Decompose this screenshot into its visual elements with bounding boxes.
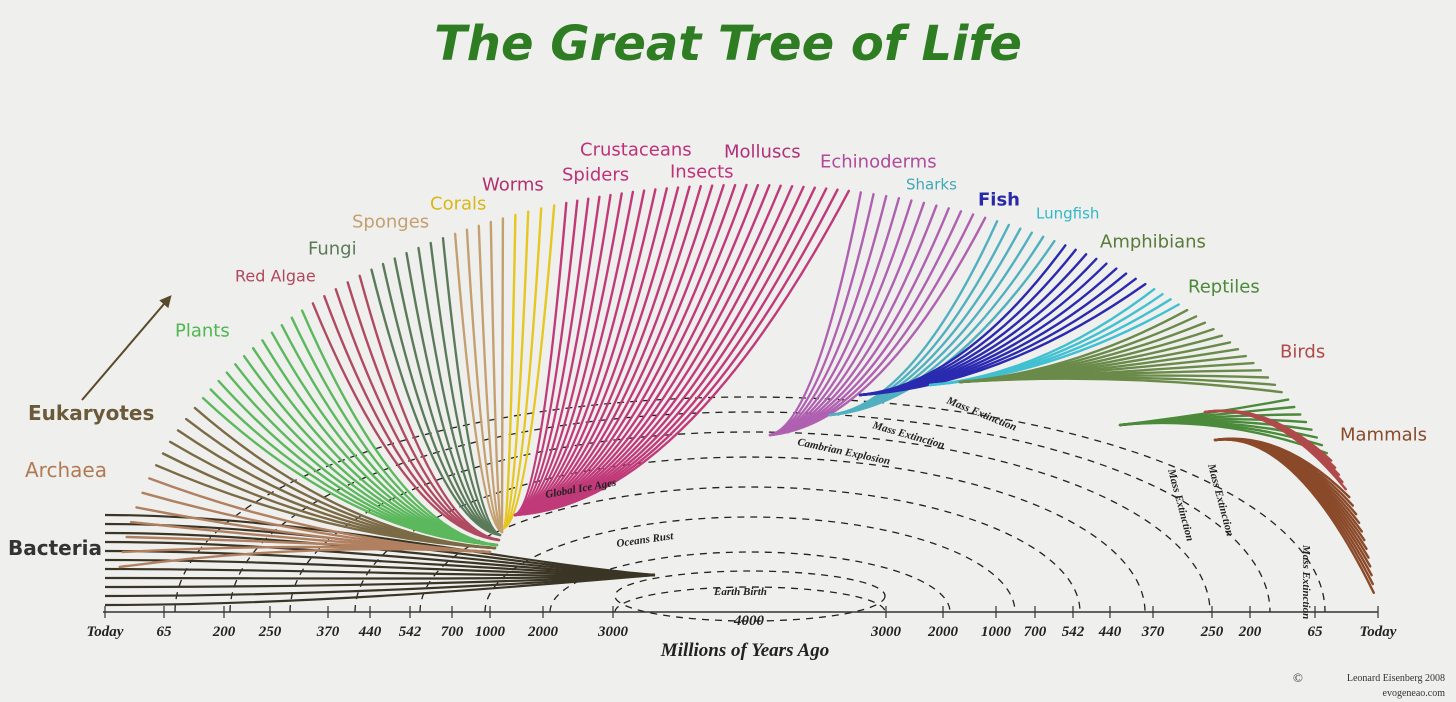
copyright: © [1293, 670, 1303, 685]
axis-title: Millions of Years Ago [660, 640, 829, 661]
tick-label: 2000 [527, 624, 559, 640]
clade-branch [500, 217, 505, 534]
tick-label: 250 [258, 624, 282, 640]
tick-label: 2000 [927, 624, 959, 640]
clade-branch [477, 224, 504, 534]
clade-branch [417, 246, 502, 537]
clade-branch [513, 201, 568, 517]
group-label: Birds [1280, 341, 1325, 362]
bacteria-branch [104, 531, 656, 577]
group-label: Spiders [562, 164, 629, 185]
tick-label: 370 [316, 624, 340, 640]
tick-label: 370 [1141, 624, 1165, 640]
tick-label: 440 [1098, 624, 1122, 640]
clade-branch [502, 204, 556, 530]
group-label: Archaea [25, 458, 107, 482]
group-label: Mammals [1340, 424, 1427, 445]
clade-branch [502, 207, 543, 530]
bacteria-branch [104, 549, 656, 577]
clade-branch [453, 232, 504, 534]
clade-branch [513, 197, 590, 517]
clade-branch [513, 189, 850, 517]
event-label: Earth Birth [713, 586, 767, 598]
tick-label: Today [1360, 624, 1397, 640]
time-arc [419, 486, 1081, 613]
clade-branch [858, 282, 1147, 397]
site: evogeneao.com [1383, 688, 1446, 699]
group-label: Lungfish [1036, 204, 1099, 222]
clade-branch [513, 195, 601, 517]
tick-label: 440 [358, 624, 382, 640]
bacteria-branch [104, 567, 656, 577]
bacteria-branch [104, 573, 656, 607]
clade-branch [193, 406, 497, 550]
tree-branches [104, 183, 1375, 607]
tick-label: 200 [1238, 624, 1262, 640]
group-label: Fish [978, 189, 1020, 210]
group-label: Bacteria [8, 536, 102, 560]
group-label: Reptiles [1188, 276, 1260, 297]
clade-branch [300, 309, 499, 547]
group-label: Eukaryotes [28, 401, 154, 425]
bacteria-branch [104, 558, 656, 577]
clade-branch [429, 241, 502, 537]
tick-label: 542 [399, 624, 422, 640]
clade-branch [489, 220, 504, 534]
earth-birth-ring [614, 570, 886, 622]
clade-branch [502, 210, 530, 530]
clade-branch [1203, 409, 1347, 491]
center-tick: 4000 [733, 613, 765, 629]
tick-label: 3000 [597, 624, 629, 640]
bacteria-branch [104, 573, 656, 589]
group-label: Plants [175, 320, 230, 341]
clade-branch [405, 251, 502, 537]
group-label: Sharks [906, 175, 957, 193]
eukaryote-arrow [81, 295, 172, 401]
clade-branch [502, 213, 517, 530]
group-label: Sponges [352, 211, 429, 232]
tick-label: 700 [1024, 624, 1047, 640]
event-label: Mass Extinction [1300, 544, 1312, 619]
tick-label: 200 [212, 624, 236, 640]
bacteria-branch [104, 540, 656, 577]
clade-branch [441, 237, 502, 537]
time-arc [174, 396, 1326, 613]
clade-branch [768, 216, 987, 437]
clade-branch [958, 377, 1283, 394]
bacteria-branch [104, 573, 656, 598]
tick-label: 65 [1308, 624, 1324, 640]
bacteria-branch [104, 573, 656, 580]
clade-branch [513, 193, 612, 517]
group-label: Crustaceans [580, 139, 692, 160]
group-label: Fungi [308, 238, 357, 259]
time-arc [614, 586, 886, 613]
group-label: Molluscs [724, 141, 801, 162]
group-label: Corals [430, 193, 486, 214]
group-label: Worms [482, 174, 544, 195]
clade-branch [148, 477, 492, 554]
clade-branch [465, 228, 504, 534]
tick-label: Today [87, 624, 124, 640]
tick-label: 65 [157, 624, 173, 640]
tick-label: 542 [1062, 624, 1085, 640]
clade-branch [358, 274, 501, 542]
tick-label: 250 [1200, 624, 1224, 640]
clade-branch [1213, 438, 1375, 594]
tick-label: 1000 [981, 624, 1012, 640]
tick-label: 700 [441, 624, 464, 640]
title: The Great Tree of Life [434, 16, 1022, 72]
group-label: Red Algae [235, 267, 316, 286]
group-label: Insects [670, 161, 734, 182]
group-label: Amphibians [1100, 231, 1206, 252]
tick-label: 1000 [475, 624, 506, 640]
time-arc [229, 411, 1271, 613]
clade-branch [513, 199, 579, 517]
author: Leonard Eisenberg 2008 [1347, 673, 1445, 684]
group-label: Echinoderms [820, 151, 937, 172]
tick-label: 3000 [870, 624, 902, 640]
